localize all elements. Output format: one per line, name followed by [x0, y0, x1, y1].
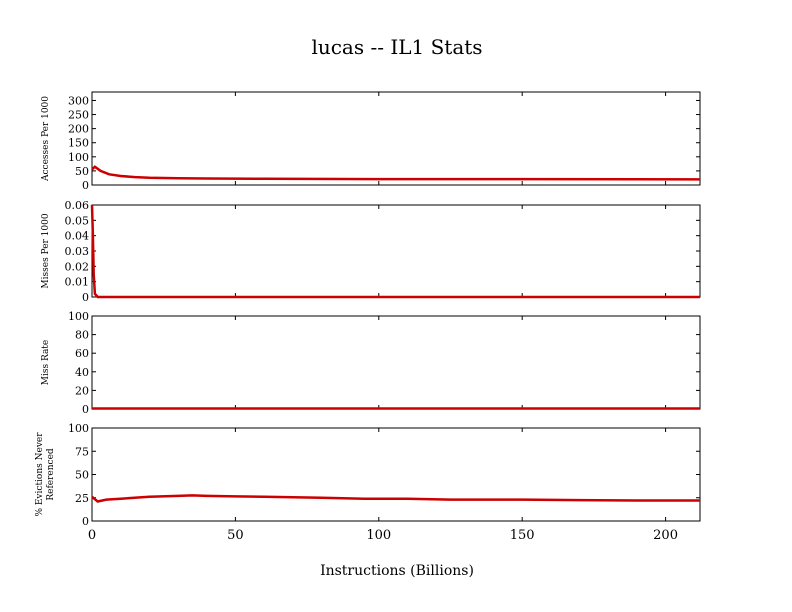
y-tick-label: 80	[75, 329, 89, 342]
series-line	[91, 494, 700, 503]
panel-frame	[91, 204, 701, 298]
x-tick-label: 150	[510, 528, 535, 543]
y-tick-label: 0.05	[65, 214, 90, 227]
y-tick-label: 25	[75, 492, 89, 505]
x-axis-label: Instructions (Billions)	[320, 563, 474, 579]
y-tick-label: 0	[82, 515, 89, 528]
y-tick-label: 0	[82, 179, 89, 192]
y-tick-label: 0.03	[65, 245, 90, 258]
y-tick-label: 40	[75, 366, 89, 379]
panel-3: 0 20 40 60 80 100 Miss Rate	[41, 310, 701, 416]
y-tick-label: 0	[82, 403, 89, 416]
panel-2: 0 0.01 0.02 0.03 0.04 0.05 0.06 Misses Per 1000	[41, 199, 701, 304]
y-tick-label: 0.01	[65, 276, 90, 289]
y-axis-label: Miss Rate	[41, 340, 51, 385]
y-tick-label: 150	[68, 137, 89, 150]
y-tick-label: 0.06	[65, 199, 90, 212]
chart-title: lucas -- IL1 Stats	[311, 35, 482, 59]
y-tick-label: 200	[68, 123, 89, 136]
y-tick-label: 300	[68, 94, 89, 107]
y-tick-label: 0.04	[65, 230, 90, 243]
panel-frame	[91, 315, 701, 410]
series-line	[91, 165, 701, 181]
y-tick-label: 100	[68, 422, 89, 435]
y-axis-label: Misses Per 1000	[41, 213, 51, 288]
y-tick-label: 100	[68, 310, 89, 323]
y-axis-label: Accesses Per 1000	[41, 96, 51, 182]
y-tick-label: 20	[75, 384, 89, 397]
panel-frame	[91, 427, 701, 522]
y-tick-label: 50	[75, 469, 89, 482]
panel-frame	[91, 91, 701, 186]
y-axis-label: % Evictions NeverReferenced	[35, 432, 56, 517]
y-tick-label: 75	[75, 445, 89, 458]
y-tick-label: 50	[75, 165, 89, 178]
x-tick-label: 0	[88, 528, 96, 543]
panel-4: 0 25 50 75 100 0 50 100 150 200 % Evictions NeverR…	[35, 422, 701, 543]
y-tick-label: 100	[68, 151, 89, 164]
x-tick-label: 50	[227, 528, 244, 543]
series-line	[90, 204, 700, 299]
x-tick-label: 100	[366, 528, 391, 543]
y-tick-label: 60	[75, 347, 89, 360]
y-tick-label: 0	[82, 291, 89, 304]
y-tick-label: 0.02	[65, 260, 90, 273]
x-tick-label: 200	[653, 528, 678, 543]
y-tick-label: 250	[68, 109, 89, 122]
